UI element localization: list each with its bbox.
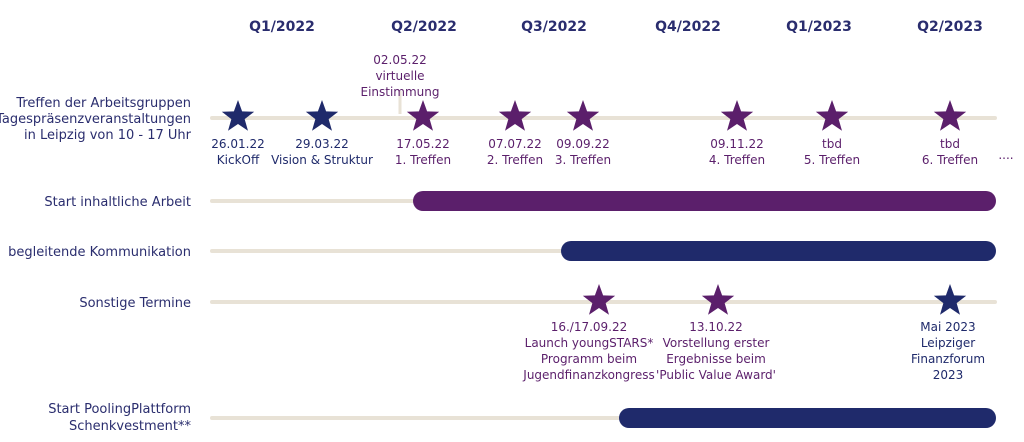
event-title: 6. Treffen — [922, 153, 978, 167]
quarter-headings: Q1/2022 Q2/2022 Q3/2022 Q4/2022 Q1/2023 … — [249, 19, 983, 35]
event-date: 13.10.22 — [689, 320, 742, 334]
event-kickoff: 26.01.22 KickOff — [211, 100, 265, 167]
quarter-q3-2022: Q3/2022 — [521, 19, 587, 35]
star-icon — [406, 100, 440, 131]
note-date: 02.05.22 — [373, 53, 426, 67]
event-line: Programm beim — [541, 352, 637, 366]
event-public-value-award: 13.10.22 Vorstellung erster Ergebnisse b… — [656, 284, 776, 382]
row-labels: Treffen der Arbeitsgruppen Tagespräsenzv… — [0, 96, 192, 434]
star-icon — [720, 100, 754, 131]
event-title: 4. Treffen — [709, 153, 765, 167]
bar-content-work — [413, 191, 996, 211]
meetings-events: 26.01.22 KickOff 29.03.22 Vision & Struk… — [211, 53, 1013, 167]
event-line: Vorstellung erster — [663, 336, 770, 350]
quarter-q1-2022: Q1/2022 — [249, 19, 315, 35]
quarter-q1-2023: Q1/2023 — [786, 19, 852, 35]
event-meeting-6: tbd 6. Treffen — [922, 100, 978, 167]
event-meeting-5: tbd 5. Treffen — [804, 100, 860, 167]
event-date: 29.03.22 — [295, 137, 348, 151]
row-label-pooling-line1: Start PoolingPlattform — [48, 402, 191, 417]
event-note-virtual-kickoff: 02.05.22 virtuelle Einstimmung — [360, 53, 439, 99]
event-meeting-3: 09.09.22 3. Treffen — [555, 100, 611, 167]
quarter-q4-2022: Q4/2022 — [655, 19, 721, 35]
row-label-meetings-line3: in Leipzig von 10 - 17 Uhr — [24, 128, 192, 143]
row-label-other-dates: Sonstige Termine — [79, 296, 191, 311]
event-meeting-4: 09.11.22 4. Treffen — [709, 100, 765, 167]
quarter-q2-2022: Q2/2022 — [391, 19, 457, 35]
bar-communication — [561, 241, 996, 261]
event-date: 09.11.22 — [710, 137, 763, 151]
star-icon — [701, 284, 735, 315]
event-date: 17.05.22 — [396, 137, 449, 151]
star-icon — [566, 100, 600, 131]
event-line: 'Public Value Award' — [656, 368, 776, 382]
event-line: Jugendfinanzkongress — [522, 368, 654, 382]
event-line: Ergebnisse beim — [666, 352, 766, 366]
event-date: tbd — [940, 137, 960, 151]
star-icon — [933, 100, 967, 131]
event-title: 1. Treffen — [395, 153, 451, 167]
event-date: 26.01.22 — [211, 137, 264, 151]
event-date: 16./17.09.22 — [551, 320, 628, 334]
event-line: 2023 — [933, 368, 964, 382]
event-title: KickOff — [217, 153, 260, 167]
row-label-pooling-line2: Schenkvestment** — [69, 419, 191, 434]
event-title: 5. Treffen — [804, 153, 860, 167]
event-date: 07.07.22 — [488, 137, 541, 151]
duration-bars — [413, 191, 996, 428]
event-date: 09.09.22 — [556, 137, 609, 151]
star-icon — [933, 284, 967, 315]
row-label-content-work: Start inhaltliche Arbeit — [44, 195, 191, 210]
event-vision-structure: 29.03.22 Vision & Struktur — [271, 100, 373, 167]
event-finanzforum: Mai 2023 Leipziger Finanzforum 2023 — [911, 284, 985, 382]
row-label-meetings-line1: Treffen der Arbeitsgruppen — [15, 96, 191, 111]
continuation-dots: .... — [998, 148, 1013, 162]
bar-pooling-platform — [619, 408, 996, 428]
star-icon — [815, 100, 849, 131]
event-date: tbd — [822, 137, 842, 151]
note-line: virtuelle — [375, 69, 424, 83]
row-label-communication: begleitende Kommunikation — [8, 245, 191, 260]
row-label-meetings-line2: Tagespräsenzveranstaltungen — [0, 112, 191, 127]
other-events: 16./17.09.22 Launch youngSTARS* Programm… — [522, 284, 985, 382]
event-line: Launch youngSTARS* — [525, 336, 654, 350]
note-line: Einstimmung — [360, 85, 439, 99]
star-icon — [305, 100, 339, 131]
event-line: Leipziger — [921, 336, 975, 350]
event-youngstars-launch: 16./17.09.22 Launch youngSTARS* Programm… — [522, 284, 655, 382]
tracks — [210, 91, 997, 420]
event-meeting-2: 07.07.22 2. Treffen — [487, 100, 543, 167]
event-line: Finanzforum — [911, 352, 985, 366]
star-icon — [582, 284, 616, 315]
event-date: Mai 2023 — [920, 320, 975, 334]
quarter-q2-2023: Q2/2023 — [917, 19, 983, 35]
event-meeting-1: 17.05.22 1. Treffen — [395, 100, 451, 167]
event-title: Vision & Struktur — [271, 153, 373, 167]
event-title: 3. Treffen — [555, 153, 611, 167]
event-title: 2. Treffen — [487, 153, 543, 167]
star-icon — [498, 100, 532, 131]
star-icon — [221, 100, 255, 131]
